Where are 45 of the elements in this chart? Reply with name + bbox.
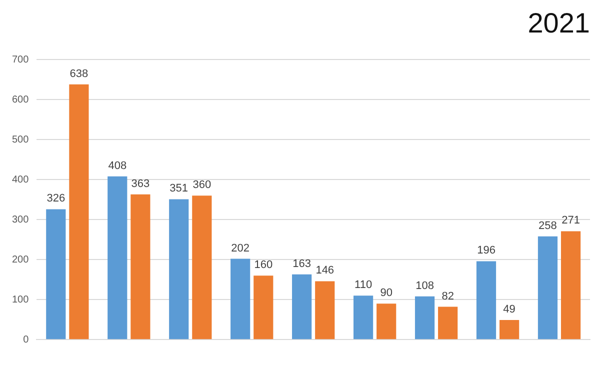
- bar: [169, 199, 189, 340]
- y-tick-label: 0: [23, 334, 30, 346]
- data-label: 202: [231, 242, 250, 254]
- y-tick-label: 300: [12, 214, 30, 226]
- data-label: 326: [46, 192, 66, 205]
- data-label: 258: [538, 220, 557, 232]
- bar: [315, 281, 335, 340]
- chart-title: 2021: [528, 8, 590, 39]
- data-label: 146: [316, 264, 334, 277]
- bar: [353, 296, 374, 340]
- y-tick-label: 700: [12, 54, 30, 66]
- data-label: 160: [254, 259, 273, 272]
- y-tick-label: 600: [12, 94, 30, 106]
- bar: [476, 261, 496, 340]
- bar: [46, 209, 66, 340]
- bar: [192, 196, 212, 340]
- data-label: 110: [354, 279, 372, 292]
- data-label: 351: [170, 182, 188, 195]
- data-label: 49: [503, 304, 516, 316]
- bar: [500, 320, 520, 340]
- bar: [108, 176, 128, 340]
- data-label: 163: [292, 258, 311, 270]
- bar: [230, 258, 250, 340]
- bar: [130, 194, 150, 340]
- data-label: 363: [131, 178, 150, 190]
- bar: [376, 304, 396, 340]
- bar: [292, 274, 312, 340]
- data-label: 108: [416, 280, 434, 292]
- bar: [69, 84, 89, 340]
- data-label: 271: [562, 214, 580, 227]
- y-tick-label: 100: [12, 294, 30, 306]
- y-tick-label: 500: [12, 134, 30, 146]
- y-tick-label: 400: [12, 174, 30, 186]
- y-tick-label: 200: [12, 254, 30, 266]
- data-label: 638: [70, 68, 88, 80]
- bar: [254, 276, 274, 340]
- data-label: 408: [108, 160, 127, 172]
- bar: [538, 236, 558, 340]
- data-label: 360: [192, 179, 212, 192]
- bar: [414, 296, 435, 340]
- data-label: 82: [442, 290, 454, 302]
- bar: [560, 231, 581, 340]
- data-label: 196: [477, 244, 496, 257]
- bar: [438, 306, 458, 340]
- data-label: 90: [380, 287, 392, 300]
